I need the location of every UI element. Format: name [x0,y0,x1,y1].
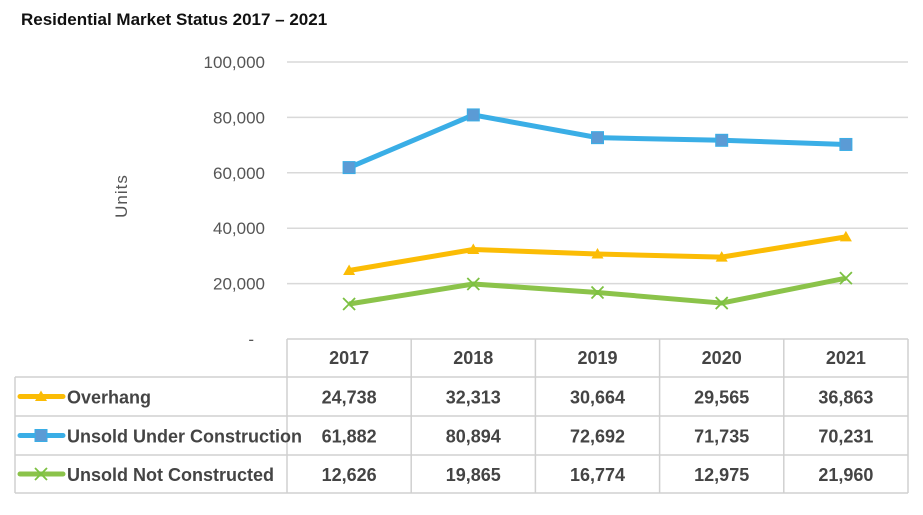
square-marker [839,137,853,151]
table-cell: 12,975 [694,465,749,485]
y-tick-label: 60,000 [213,164,265,183]
table-cell: 70,231 [818,427,873,447]
x-category-label: 2018 [453,348,493,368]
table-cell: 12,626 [322,465,377,485]
table-cell: 32,313 [446,388,501,408]
y-tick-label: 20,000 [213,275,265,294]
triangle-marker [35,390,47,401]
y-tick-label: 100,000 [204,53,265,72]
table-cell: 80,894 [446,427,501,447]
y-tick-label: - [248,330,254,349]
y-tick-label: 40,000 [213,219,265,238]
triangle-marker [715,251,728,262]
x-marker [590,285,605,300]
legend-label: Unsold Under Construction [67,427,302,447]
table-cell: 36,863 [818,388,873,408]
table-cell: 71,735 [694,427,749,447]
square-marker [342,161,356,175]
table-cell: 72,692 [570,427,625,447]
y-tick-label: 80,000 [213,108,265,127]
triangle-marker [591,248,604,259]
triangle-marker [839,230,852,242]
table-cell: 30,664 [570,388,625,408]
x-category-label: 2017 [329,348,369,368]
table-cell: 19,865 [446,465,501,485]
triangle-marker [343,264,356,275]
table-cell: 29,565 [694,388,749,408]
table-cell: 16,774 [570,465,625,485]
series-line-2 [348,275,847,307]
table-cell: 61,882 [322,427,377,447]
x-marker [466,277,480,291]
table-cell: 24,738 [322,388,377,408]
x-category-label: 2019 [577,348,617,368]
y-axis-label: Units [112,174,131,218]
x-marker [342,297,356,311]
x-category-label: 2020 [702,348,742,368]
legend-label: Unsold Not Constructed [67,465,274,485]
x-category-label: 2021 [826,348,866,368]
triangle-marker [467,243,480,254]
x-marker [839,271,853,285]
square-marker [34,429,48,442]
square-marker [466,108,480,122]
table-cell: 21,960 [818,465,873,485]
legend-label: Overhang [67,388,151,408]
square-marker [591,131,604,145]
x-marker [34,467,48,481]
square-marker [715,133,729,147]
chart-title: Residential Market Status 2017 – 2021 [21,10,328,29]
x-marker [715,296,729,310]
